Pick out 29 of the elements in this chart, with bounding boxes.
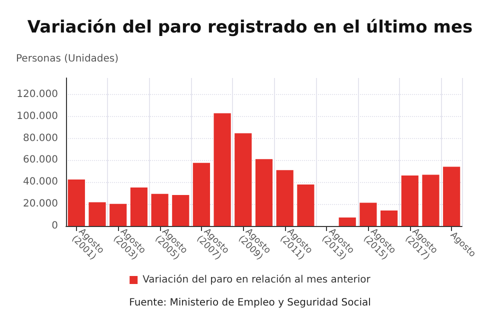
bar [110,204,127,226]
bar [276,170,294,226]
y-tick-label: 120.000 [16,88,58,100]
bar [68,180,85,226]
bar [422,174,440,226]
bar [214,113,231,226]
bar [443,166,460,226]
y-tick-label: 0 [52,220,58,232]
bar [234,133,252,226]
y-tick-label: 20.000 [23,198,58,210]
bar [401,175,418,226]
bar [88,202,106,226]
y-tick-label: 100.000 [16,110,58,122]
bar [130,188,148,226]
bar [151,194,168,226]
bar [192,162,210,226]
y-axis-title: Personas (Unidades) [16,54,119,64]
bar [360,202,377,226]
bar [255,159,273,226]
bar [338,217,356,226]
bar [172,194,190,226]
y-tick-label: 80.000 [23,132,58,144]
y-tick-label: 40.000 [23,176,58,188]
bar [380,210,398,226]
bar [297,184,314,226]
y-tick-label: 60.000 [23,154,58,166]
legend-label: Variación del paro en relación al mes anterior [142,274,372,286]
chart-title: Variación del paro registrado en el último mes [27,18,473,38]
source-note: Fuente: Ministerio de Empleo y Seguridad Social [129,298,371,308]
